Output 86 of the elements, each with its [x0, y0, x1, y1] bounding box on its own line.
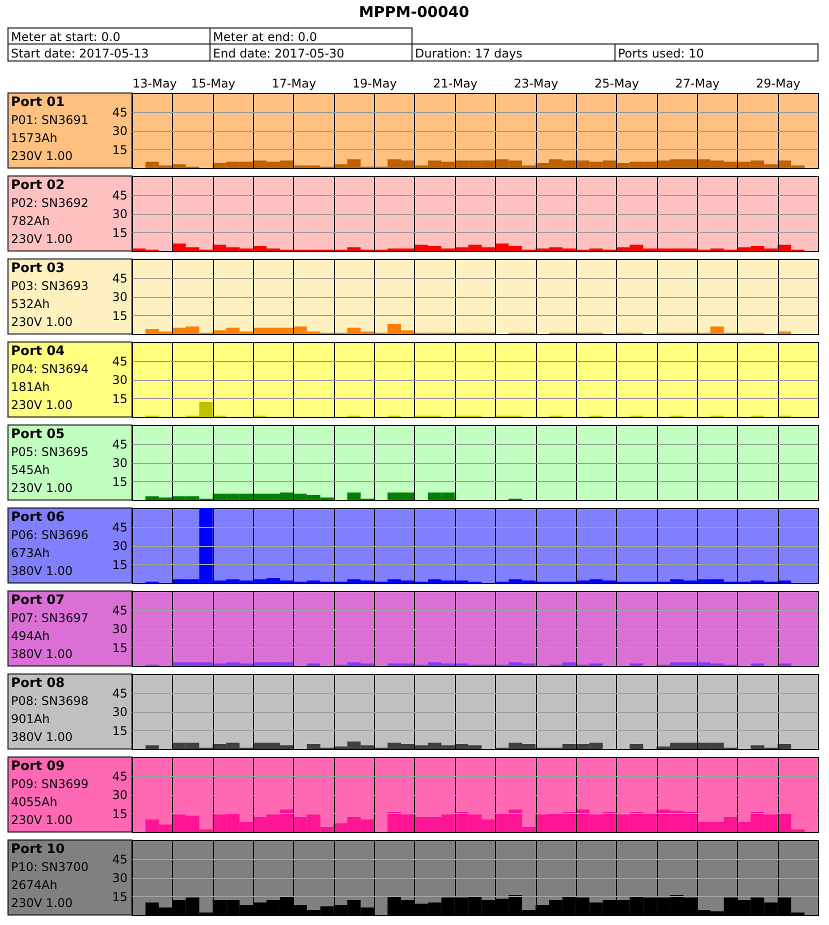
text: P09: SN3699: [11, 777, 88, 791]
text: P05: SN3695: [11, 445, 88, 459]
y-tick-label: 15: [112, 392, 128, 406]
text: 181Ah: [11, 380, 50, 394]
text: P04: SN3694: [11, 362, 88, 376]
text: 230V 1.00: [11, 481, 73, 495]
y-tick-label: 15: [112, 308, 128, 323]
y-tick-label: 45: [112, 354, 128, 368]
chart-title: Port 03: [11, 261, 65, 276]
y-tick-label: 15: [112, 640, 128, 655]
y-tick-label: 15: [112, 724, 128, 738]
x-tick-label: 17-May: [272, 76, 316, 90]
y-tick-label: 15: [112, 474, 128, 489]
text: 673Ah: [11, 546, 50, 560]
text: Meter at end: 0.0: [213, 30, 317, 44]
text: Ports used: 10: [618, 46, 704, 60]
chart-title: Port 02: [11, 178, 65, 193]
y-tick-label: 45: [112, 603, 128, 618]
text: Duration: 17 days: [415, 46, 522, 60]
y-tick-label: 30: [112, 290, 128, 304]
y-tick-label: 45: [112, 437, 128, 452]
y-tick-label: 30: [112, 871, 128, 885]
text: 230V 1.00: [11, 232, 73, 246]
text: 782Ah: [11, 214, 50, 228]
x-tick-label: 21-May: [433, 76, 478, 90]
text: P01: SN3691: [11, 113, 88, 127]
text: P03: SN3693: [11, 279, 88, 293]
y-tick-label: 30: [112, 373, 128, 387]
y-tick-label: 30: [112, 788, 128, 802]
y-tick-label: 45: [112, 271, 128, 286]
y-tick-label: 45: [112, 105, 128, 120]
y-tick-label: 45: [112, 686, 128, 700]
text: End date: 2017-05-30: [213, 46, 344, 60]
text: 494Ah: [11, 629, 50, 643]
text: 901Ah: [11, 712, 50, 726]
chart-title: Port 07: [11, 593, 65, 608]
text: P07: SN3697: [11, 611, 88, 625]
text: P10: SN3700: [11, 860, 88, 874]
y-tick-label: 30: [112, 124, 128, 138]
chart-title: Port 08: [11, 676, 65, 691]
text: 230V 1.00: [11, 398, 73, 412]
y-tick-label: 15: [112, 142, 128, 157]
text: 230V 1.00: [11, 149, 73, 163]
text: 230V 1.00: [11, 896, 73, 910]
chart-title: Port 06: [11, 510, 65, 525]
y-tick-label: 45: [112, 188, 128, 202]
text: P08: SN3698: [11, 694, 88, 708]
chart-title: Port 05: [11, 427, 65, 442]
chart-title: Port 01: [11, 95, 65, 110]
y-tick-label: 45: [112, 852, 128, 866]
text: 2674Ah: [11, 878, 58, 892]
chart-title: Port 10: [11, 842, 65, 857]
y-tick-label: 15: [112, 558, 128, 572]
x-tick-label: 27-May: [675, 76, 720, 90]
text: 380V 1.00: [11, 564, 73, 578]
y-tick-label: 45: [112, 769, 128, 784]
chart-title: Port 04: [11, 344, 65, 359]
x-tick-label: 23-May: [514, 76, 558, 90]
text: P06: SN3696: [11, 528, 88, 542]
chart-title: Port 09: [11, 759, 65, 774]
text: P02: SN3692: [11, 196, 88, 210]
y-tick-label: 30: [112, 622, 128, 636]
y-tick-label: 30: [112, 207, 128, 221]
y-tick-label: 30: [112, 705, 128, 719]
text: 230V 1.00: [11, 813, 73, 827]
x-tick-label: 13-May: [132, 76, 177, 90]
text: 230V 1.00: [11, 315, 73, 329]
x-tick-label: 29-May: [756, 76, 800, 90]
y-tick-label: 30: [112, 539, 128, 553]
x-tick-label: 15-May: [190, 76, 236, 90]
y-tick-label: 15: [112, 226, 128, 240]
text: 1573Ah: [11, 131, 58, 145]
y-tick-label: 15: [112, 890, 128, 904]
text: MPPM-00040: [358, 3, 470, 21]
text: Meter at start: 0.0: [11, 30, 120, 44]
text: 532Ah: [11, 297, 50, 311]
x-tick-label: 25-May: [594, 76, 639, 90]
y-tick-label: 15: [112, 806, 128, 821]
x-tick-label: 19-May: [352, 76, 397, 90]
text: 4055Ah: [11, 795, 58, 809]
text: 380V 1.00: [11, 647, 73, 661]
y-tick-label: 30: [112, 456, 128, 470]
y-tick-label: 45: [112, 520, 128, 534]
text: Start date: 2017-05-13: [11, 46, 149, 60]
text: 545Ah: [11, 463, 50, 477]
text: 380V 1.00: [11, 730, 73, 744]
